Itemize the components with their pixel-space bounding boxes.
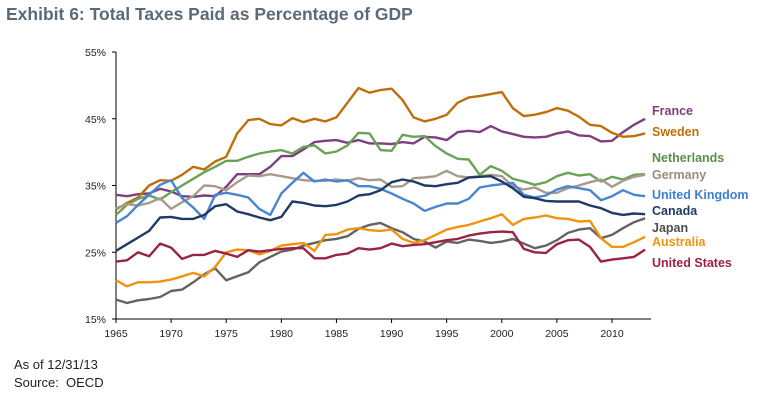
- series-line-united-states: [115, 230, 646, 263]
- x-tick-label: 2000: [490, 328, 514, 340]
- x-tick-label: 2010: [600, 328, 624, 340]
- series-line-canada: [115, 174, 646, 252]
- series-line-sweden: [115, 86, 646, 211]
- legend-label-united-states: United States: [652, 256, 732, 270]
- series-line-japan: [115, 217, 646, 305]
- legend-label-australia: Australia: [652, 235, 707, 249]
- legend-label-germany: Germany: [652, 168, 706, 182]
- x-tick-label: 1975: [215, 328, 239, 340]
- y-tick-label: 45%: [85, 114, 106, 126]
- x-tick-label: 1985: [325, 328, 349, 340]
- series-line-australia: [115, 212, 646, 288]
- y-tick-label: 15%: [85, 314, 106, 326]
- series-line-france: [115, 117, 646, 199]
- as-of-note: As of 12/31/13: [14, 357, 98, 372]
- chart-title: Exhibit 6: Total Taxes Paid as Percentag…: [6, 4, 413, 24]
- x-tick-label: 1995: [435, 328, 459, 340]
- legend-label-netherlands: Netherlands: [652, 151, 724, 165]
- y-tick-label: 25%: [85, 247, 106, 259]
- series-lines: [115, 86, 646, 305]
- legend-label-sweden: Sweden: [652, 125, 699, 139]
- x-tick-label: 1965: [104, 328, 128, 340]
- x-tick-label: 1970: [159, 328, 183, 340]
- legend: France Sweden Netherlands Germany United Kin…: [652, 104, 749, 270]
- legend-label-japan: Japan: [652, 221, 688, 235]
- legend-label-canada: Canada: [652, 204, 698, 218]
- y-tick-label: 55%: [85, 47, 106, 59]
- x-tick-label: 1990: [380, 328, 404, 340]
- x-tick-label: 2005: [545, 328, 569, 340]
- legend-label-france: France: [652, 104, 693, 118]
- series-line-netherlands: [115, 131, 646, 216]
- series-line-germany: [115, 169, 646, 211]
- axes: 15% 25% 35% 45% 55% 1965 1970 1975 1980 1985 1990 1…: [85, 47, 651, 340]
- y-tick-label: 35%: [85, 181, 106, 193]
- legend-label-united-kingdom: United Kingdom: [652, 188, 749, 202]
- source-note: Source: OECD: [14, 375, 104, 390]
- x-tick-label: 1980: [270, 328, 294, 340]
